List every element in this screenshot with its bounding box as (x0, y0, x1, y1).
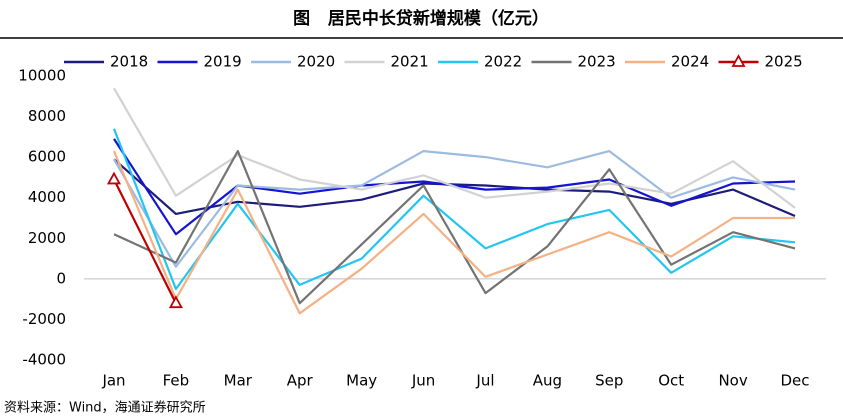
point-marker (106, 171, 122, 185)
x-tick-label: May (346, 372, 377, 390)
x-tick-label: Sep (595, 372, 623, 390)
series-line (113, 179, 177, 304)
title-bar (0, 0, 843, 36)
x-tick-label: Nov (718, 372, 747, 390)
y-tick-label: 2000 (28, 229, 66, 247)
legend-label: 2025 (765, 53, 803, 71)
series-line (112, 128, 796, 291)
series-line (113, 87, 796, 209)
x-tick-label: Aug (533, 372, 562, 390)
chart-title: 图 居民中长贷新增规模（亿元） (293, 8, 549, 29)
series-line (113, 150, 796, 305)
x-tick-label: Feb (163, 372, 190, 390)
x-tick-label: Oct (658, 372, 684, 390)
point-marker (168, 295, 183, 309)
y-tick-label: 0 (56, 269, 66, 287)
source-note: 资料来源：Wind，海通证券研究所 (4, 400, 206, 416)
legend-label: 2022 (484, 53, 522, 71)
legend-label: 2019 (204, 53, 242, 71)
x-tick-label: Jun (411, 372, 435, 390)
y-tick-label: -4000 (22, 351, 66, 369)
x-tick-label: Apr (287, 372, 314, 390)
series-line (112, 150, 795, 315)
legend-marker (731, 54, 746, 67)
x-tick-label: Dec (780, 372, 809, 390)
series-line (113, 150, 796, 268)
y-tick-label: 10000 (18, 67, 66, 85)
x-tick-label: Jan (101, 372, 125, 390)
legend-label: 2020 (297, 53, 335, 71)
x-tick-label: Jul (475, 372, 494, 390)
legend-label: 2021 (391, 53, 429, 71)
y-tick-label: 6000 (28, 148, 66, 166)
y-tick-label: 4000 (28, 188, 66, 206)
legend-label: 2023 (578, 53, 616, 71)
legend-label: 2024 (671, 53, 709, 71)
y-tick-label: -2000 (22, 310, 66, 328)
y-tick-label: 8000 (28, 107, 66, 125)
legend-label: 2018 (110, 53, 148, 71)
x-tick-label: Mar (224, 372, 253, 390)
